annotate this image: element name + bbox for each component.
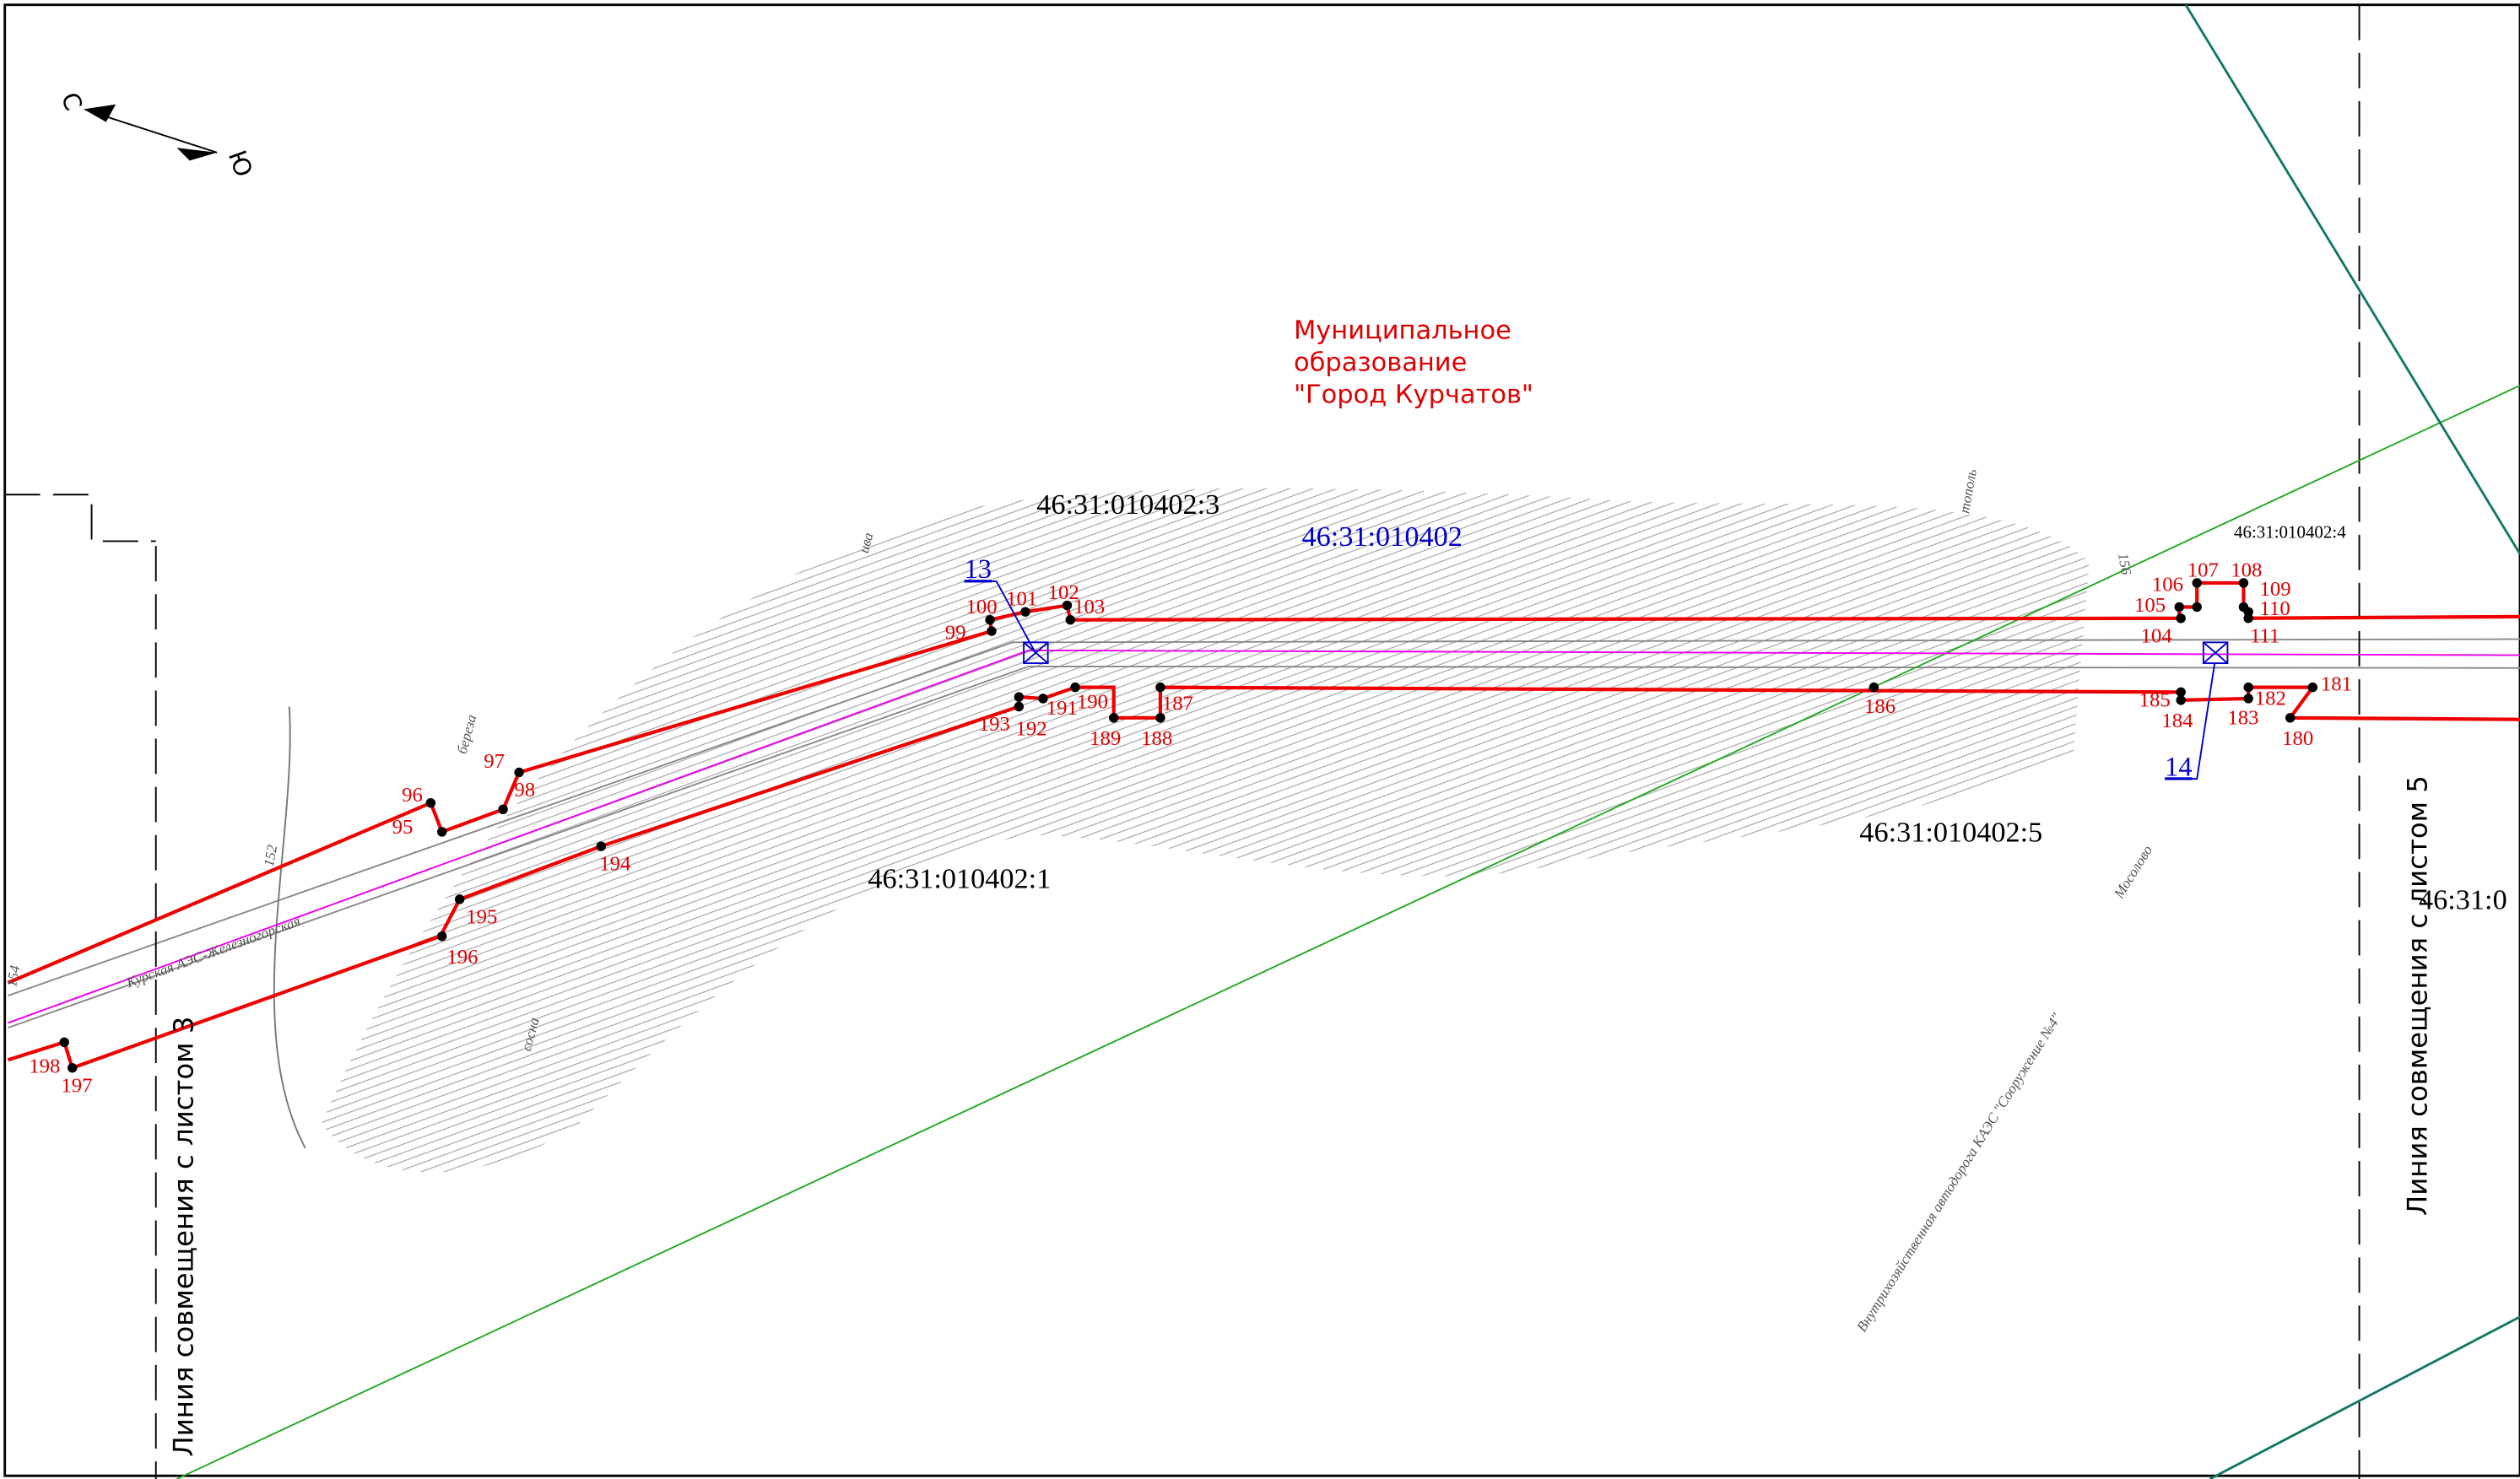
point (2308, 683, 2317, 692)
point (68, 1063, 77, 1072)
marker-number: 13 (965, 553, 992, 584)
point (2193, 602, 2202, 612)
point-number: 111 (2250, 624, 2279, 647)
municipality: Муниципальное (1294, 316, 1511, 346)
point (987, 626, 996, 635)
annotation: 156 (2115, 552, 2134, 576)
marker-number: 14 (2165, 751, 2192, 781)
point-number: 186 (1864, 695, 1895, 718)
point-number: 189 (1090, 727, 1121, 750)
point-number: 98 (514, 779, 535, 802)
south-label: Ю (223, 146, 259, 181)
point-number: 101 (1006, 588, 1037, 611)
point-number: 187 (1162, 692, 1193, 715)
point-number: 181 (2321, 672, 2352, 695)
point-number: 95 (392, 816, 414, 839)
point-number: 110 (2259, 597, 2290, 620)
point-number: 103 (1073, 596, 1105, 618)
annotation: тополь (1956, 467, 1980, 515)
point-number: 188 (1141, 727, 1172, 750)
point (1014, 702, 1024, 711)
point-number: 190 (1077, 690, 1108, 713)
annotation: 154 (3, 964, 23, 988)
annotation: Мосолово (2110, 842, 2155, 902)
point-number: 108 (2231, 559, 2262, 581)
point-number: 99 (945, 622, 966, 645)
annotation: береза (454, 713, 480, 756)
point (1155, 683, 1165, 692)
parcel-number: 46:31:010402:1 (868, 863, 1051, 895)
annotation: 152 (261, 843, 280, 867)
point-number: 180 (2282, 727, 2313, 750)
point (2243, 694, 2252, 703)
point-number: 195 (466, 905, 497, 928)
hatched-area (322, 489, 2090, 1173)
parcel-number: 46:31:010402:5 (1859, 816, 2042, 848)
point-number: 100 (966, 596, 998, 618)
point-number: 193 (979, 713, 1010, 736)
parcel-number: 46:31:010402 (1302, 521, 1463, 553)
municipality: образование (1294, 348, 1467, 378)
point (1014, 692, 1024, 701)
point (2285, 713, 2295, 722)
point-number: 197 (61, 1074, 92, 1097)
point (2175, 602, 2184, 612)
point (597, 841, 606, 850)
point-number: 192 (1016, 718, 1047, 741)
north-label: С (56, 89, 89, 114)
point-number: 196 (446, 946, 478, 969)
point (437, 827, 446, 836)
point (2243, 613, 2252, 623)
parcel-number: 46:31:010402:3 (1036, 489, 1219, 521)
point-number: 97 (484, 750, 505, 773)
point (455, 894, 464, 904)
sheet-line-label: Линия совмещения с листом 5 (2402, 775, 2434, 1216)
north-arrow (84, 105, 217, 161)
teal-line (2209, 1317, 2520, 1479)
point-number: 105 (2134, 594, 2166, 617)
point-number: 191 (1046, 697, 1078, 720)
point (59, 1038, 68, 1047)
point-number: 182 (2255, 688, 2286, 710)
point-number: 106 (2152, 573, 2183, 596)
annotation: Внутрихозяйственная автодорога КАЭС "Соо… (1853, 1010, 2065, 1335)
point (1109, 713, 1118, 722)
point-number: 96 (402, 784, 423, 807)
point-number: 104 (2141, 624, 2172, 647)
municipality: "Город Курчатов" (1294, 381, 1533, 410)
plan: С Ю Муниципальноеобразование "Город Курча… (0, 0, 2520, 1479)
teal-line (2186, 5, 2520, 554)
point (2243, 683, 2252, 692)
point (2176, 695, 2185, 704)
point-number: 198 (29, 1055, 60, 1077)
point-number: 185 (2139, 688, 2171, 711)
point (2176, 613, 2185, 623)
point (426, 798, 435, 807)
point (498, 805, 507, 814)
sheet-line-label: Линия совмещения с листом 3 (168, 1017, 200, 1457)
point (437, 931, 446, 941)
parcel-number: 46:31:010402:4 (2234, 522, 2346, 542)
boundary (5, 494, 156, 541)
point-number: 194 (599, 853, 630, 876)
point (514, 768, 523, 777)
point-number: 107 (2187, 559, 2219, 581)
point-number: 184 (2161, 710, 2193, 732)
point (1869, 683, 1879, 692)
